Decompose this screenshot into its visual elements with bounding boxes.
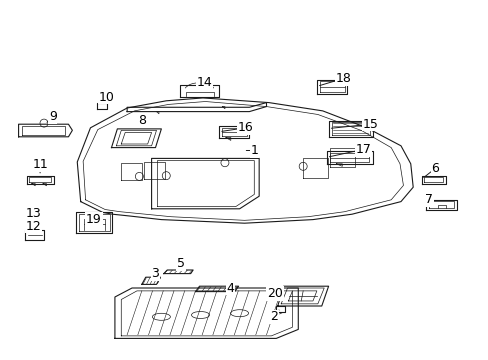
Text: 4: 4 — [226, 282, 234, 294]
Text: 8: 8 — [138, 114, 145, 127]
Text: 13: 13 — [25, 207, 41, 220]
Text: 17: 17 — [355, 143, 370, 156]
Text: 7: 7 — [425, 193, 432, 206]
Text: 1: 1 — [250, 144, 258, 157]
Text: 10: 10 — [99, 91, 114, 104]
Text: 9: 9 — [49, 111, 57, 123]
Text: 6: 6 — [430, 162, 438, 175]
Text: 18: 18 — [335, 72, 350, 85]
Text: 19: 19 — [86, 213, 102, 226]
Text: 3: 3 — [151, 267, 159, 280]
Text: 20: 20 — [266, 287, 282, 300]
Text: 16: 16 — [237, 121, 253, 134]
Text: 5: 5 — [177, 257, 184, 270]
Text: 2: 2 — [269, 310, 277, 323]
Text: 15: 15 — [362, 118, 378, 131]
Text: 12: 12 — [25, 220, 41, 233]
Text: 11: 11 — [32, 158, 48, 171]
Text: 14: 14 — [196, 76, 212, 89]
Circle shape — [30, 211, 37, 218]
